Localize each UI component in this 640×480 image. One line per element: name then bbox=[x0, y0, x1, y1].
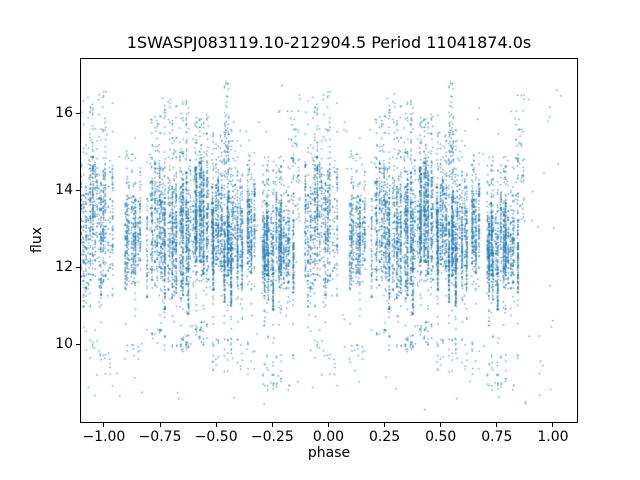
plot-area bbox=[80, 58, 578, 423]
x-tick bbox=[552, 423, 554, 427]
y-tick bbox=[76, 113, 80, 115]
x-tick bbox=[103, 423, 105, 427]
x-tick-label: 0.50 bbox=[425, 429, 457, 445]
x-tick-label: 0.75 bbox=[481, 429, 513, 445]
scatter-points-canvas bbox=[81, 59, 577, 422]
y-tick bbox=[76, 344, 80, 346]
x-tick-label: −1.00 bbox=[82, 429, 126, 445]
x-tick-label: 0.25 bbox=[368, 429, 401, 445]
x-axis-label: phase bbox=[307, 445, 351, 461]
y-tick-label: 10 bbox=[55, 335, 73, 352]
chart-title: 1SWASPJ083119.10-212904.5 Period 1104187… bbox=[126, 33, 532, 52]
y-tick-label: 14 bbox=[55, 181, 73, 198]
x-tick-label: −0.25 bbox=[250, 429, 294, 445]
x-tick-label: 1.00 bbox=[537, 429, 569, 445]
x-tick bbox=[440, 423, 442, 427]
y-tick-label: 16 bbox=[55, 104, 73, 121]
x-tick bbox=[215, 423, 217, 427]
x-tick bbox=[384, 423, 386, 427]
x-tick bbox=[159, 423, 161, 427]
x-tick-label: −0.75 bbox=[138, 429, 182, 445]
y-tick bbox=[76, 267, 80, 269]
x-tick bbox=[271, 423, 273, 427]
y-tick-label: 12 bbox=[55, 258, 73, 275]
x-tick bbox=[496, 423, 498, 427]
x-tick-label: −0.50 bbox=[194, 429, 238, 445]
y-axis-label: flux bbox=[29, 227, 45, 253]
x-tick-label: 0.00 bbox=[312, 429, 345, 445]
y-tick bbox=[76, 190, 80, 192]
x-tick bbox=[327, 423, 329, 427]
